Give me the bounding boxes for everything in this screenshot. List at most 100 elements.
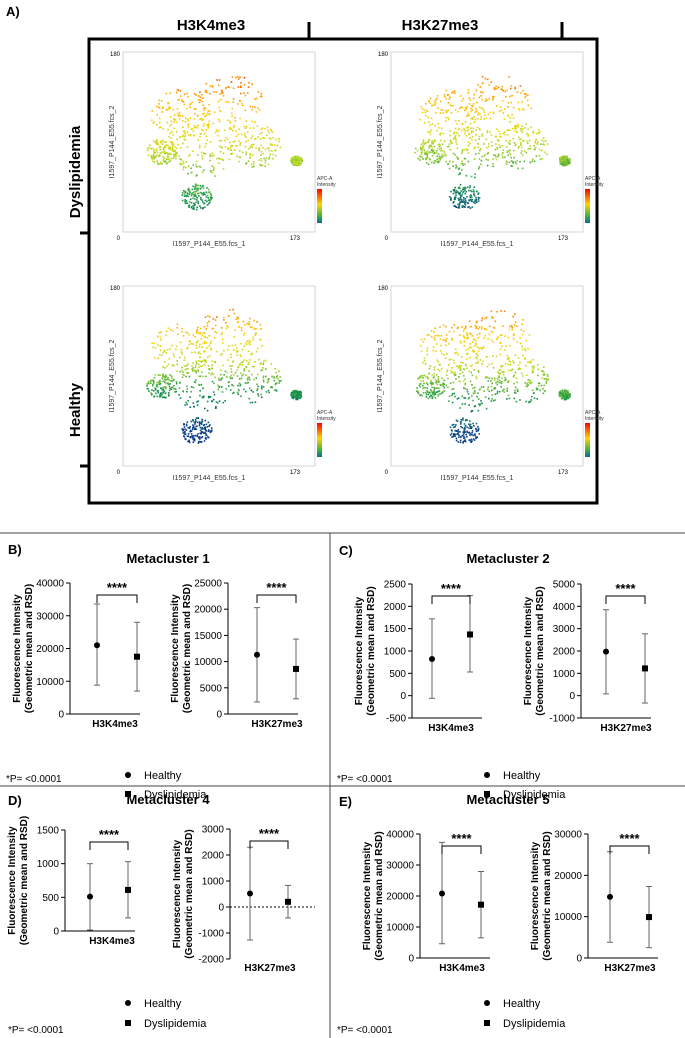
tsne-legend-subtitle: Intensity	[317, 416, 336, 422]
tsne-color-scale	[585, 423, 590, 457]
tsne-x-min: 0	[117, 236, 121, 242]
y-axis-label: Fluorescence Intensity(Geometric mean an…	[530, 831, 553, 960]
tsne-x-label: I1597_P144_E55.fcs_1	[173, 475, 246, 482]
y-tick-label: 40000	[386, 830, 414, 841]
y-tick-label: 10000	[554, 912, 582, 923]
legend-dyslipidemia-marker	[484, 791, 490, 797]
y-tick-label: 10000	[36, 677, 64, 688]
y-tick-label: 0	[569, 691, 575, 702]
point-healthy	[87, 893, 93, 900]
legend: Healthy Dyslipidemia	[484, 998, 566, 1030]
panel-label: B)	[8, 542, 22, 557]
significance-stars: ****	[451, 831, 472, 846]
metacluster-panel-3: D) Metacluster 4 0 500 1000 1500 H3K4me3 Fluore…	[7, 792, 315, 1036]
y-tick-label: 1000	[37, 859, 60, 870]
tsne-legend-title: APC-A	[317, 176, 333, 182]
legend-dyslipidemia-label: Dyslipidemia	[503, 1018, 566, 1030]
tsne-y-label: I1597_P144_E55.fcs_2	[377, 106, 384, 179]
row-header-healthy: Healthy	[67, 382, 84, 437]
y-tick-label: 2000	[553, 647, 576, 658]
tsne-points	[146, 75, 304, 211]
metacluster-charts: B)Metacluster 1010000200003000040000H3K4…	[6, 542, 658, 1036]
tsne-legend-subtitle: Intensity	[585, 416, 604, 422]
y-tick-label: 10000	[194, 657, 222, 668]
panel-label: D)	[8, 793, 22, 808]
legend-healthy-label: Healthy	[144, 998, 182, 1010]
y-tick-label: 1500	[37, 826, 60, 837]
significance-stars: ****	[99, 827, 120, 842]
y-tick-label: 10000	[386, 923, 414, 934]
tsne-plot-4: 180 0 173 I1597_P144_E55.fcs_1 I1597_P144_E5…	[377, 285, 604, 482]
y-tick-label: 4000	[553, 602, 576, 613]
tsne-legend-title: APC-A	[317, 410, 333, 416]
tsne-plot-area	[122, 285, 316, 467]
point-dyslipidemia	[125, 886, 131, 893]
tsne-plots: 180 0 173 I1597_P144_E55.fcs_1 I1597_P144_E5…	[109, 51, 604, 482]
significance-bracket	[431, 595, 471, 604]
tsne-legend-subtitle: Intensity	[317, 182, 336, 188]
point-healthy	[254, 651, 260, 658]
tsne-x-label: I1597_P144_E55.fcs_1	[441, 241, 514, 248]
tsne-y-max: 180	[110, 52, 121, 58]
point-healthy	[439, 890, 445, 897]
legend: Healthy Dyslipidemia	[125, 998, 207, 1030]
subplot-H3K27me3: -2000 -1000 0 1000 2000 3000 H3K27me3 Fluoresce…	[172, 825, 315, 974]
x-axis-label: H3K27me3	[251, 719, 303, 730]
y-tick-label: 5000	[553, 580, 576, 591]
y-tick-label: 1500	[384, 624, 407, 635]
legend-dyslipidemia-label: Dyslipidemia	[503, 789, 566, 801]
tsne-x-label: I1597_P144_E55.fcs_1	[173, 241, 246, 248]
y-tick-label: 20000	[554, 871, 582, 882]
tsne-plot-2: 180 0 173 I1597_P144_E55.fcs_1 I1597_P144_E5…	[377, 51, 604, 248]
tsne-y-label: I1597_P144_E55.fcs_2	[109, 340, 116, 413]
panel-title: Metacluster 2	[466, 551, 549, 566]
y-tick-label: 0	[218, 903, 224, 914]
tsne-points	[414, 76, 571, 209]
tsne-x-max: 173	[290, 236, 301, 242]
legend-healthy-label: Healthy	[503, 998, 541, 1010]
panel-a-label: A)	[6, 4, 20, 19]
x-axis-label: H3K4me3	[89, 936, 135, 947]
point-healthy	[429, 656, 435, 663]
significance-bracket	[249, 840, 289, 849]
tsne-x-max: 173	[558, 470, 569, 476]
significance-stars: ****	[107, 580, 128, 595]
tsne-points	[415, 310, 571, 444]
point-dyslipidemia	[467, 631, 473, 638]
point-dyslipidemia	[646, 914, 652, 921]
panel-title: Metacluster 4	[126, 792, 210, 807]
tsne-legend-subtitle: Intensity	[585, 182, 604, 188]
row-header-dyslipidemia: Dyslipidemia	[67, 125, 84, 218]
panel-label: C)	[339, 543, 353, 558]
legend-healthy-marker	[125, 772, 131, 778]
tsne-plot-3: 180 0 173 I1597_P144_E55.fcs_1 I1597_P144_E5…	[109, 285, 336, 482]
legend-dyslipidemia-marker	[484, 1020, 490, 1026]
x-axis-label: H3K27me3	[600, 723, 652, 734]
y-tick-label: -500	[386, 714, 406, 725]
legend-healthy-marker	[484, 772, 490, 778]
y-axis-label: Fluorescence Intensity(Geometric mean an…	[7, 816, 30, 945]
legend-dyslipidemia-marker	[125, 1020, 131, 1026]
point-dyslipidemia	[285, 898, 291, 905]
y-tick-label: 0	[408, 954, 414, 965]
tsne-x-max: 173	[290, 470, 301, 476]
significance-stars: ****	[259, 826, 280, 841]
point-dyslipidemia	[293, 665, 299, 672]
y-tick-label: 0	[576, 954, 582, 965]
legend: Healthy Dyslipidemia	[125, 770, 207, 801]
y-axis-label: Fluorescence Intensity(Geometric mean an…	[362, 831, 385, 960]
y-tick-label: 25000	[194, 579, 222, 590]
y-tick-label: 40000	[36, 579, 64, 590]
y-tick-label: 2000	[384, 602, 407, 613]
legend-dyslipidemia-label: Dyslipidemia	[144, 1018, 207, 1030]
metacluster-panel-2: C) Metacluster 2 -500 0 500 1000 1500 2000 2500 H…	[337, 543, 652, 801]
y-tick-label: 5000	[200, 683, 223, 694]
tsne-x-min: 0	[117, 470, 121, 476]
y-tick-label: 1000	[384, 647, 407, 658]
x-axis-label: H3K27me3	[604, 963, 656, 974]
y-tick-label: 2000	[202, 851, 225, 862]
tsne-plot-1: 180 0 173 I1597_P144_E55.fcs_1 I1597_P144_E5…	[109, 51, 336, 248]
legend-healthy-marker	[125, 1000, 131, 1006]
significance-stars: ****	[619, 831, 640, 846]
y-tick-label: -1000	[198, 929, 224, 940]
